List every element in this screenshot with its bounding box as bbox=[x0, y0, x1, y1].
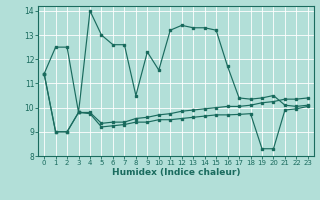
X-axis label: Humidex (Indice chaleur): Humidex (Indice chaleur) bbox=[112, 168, 240, 177]
